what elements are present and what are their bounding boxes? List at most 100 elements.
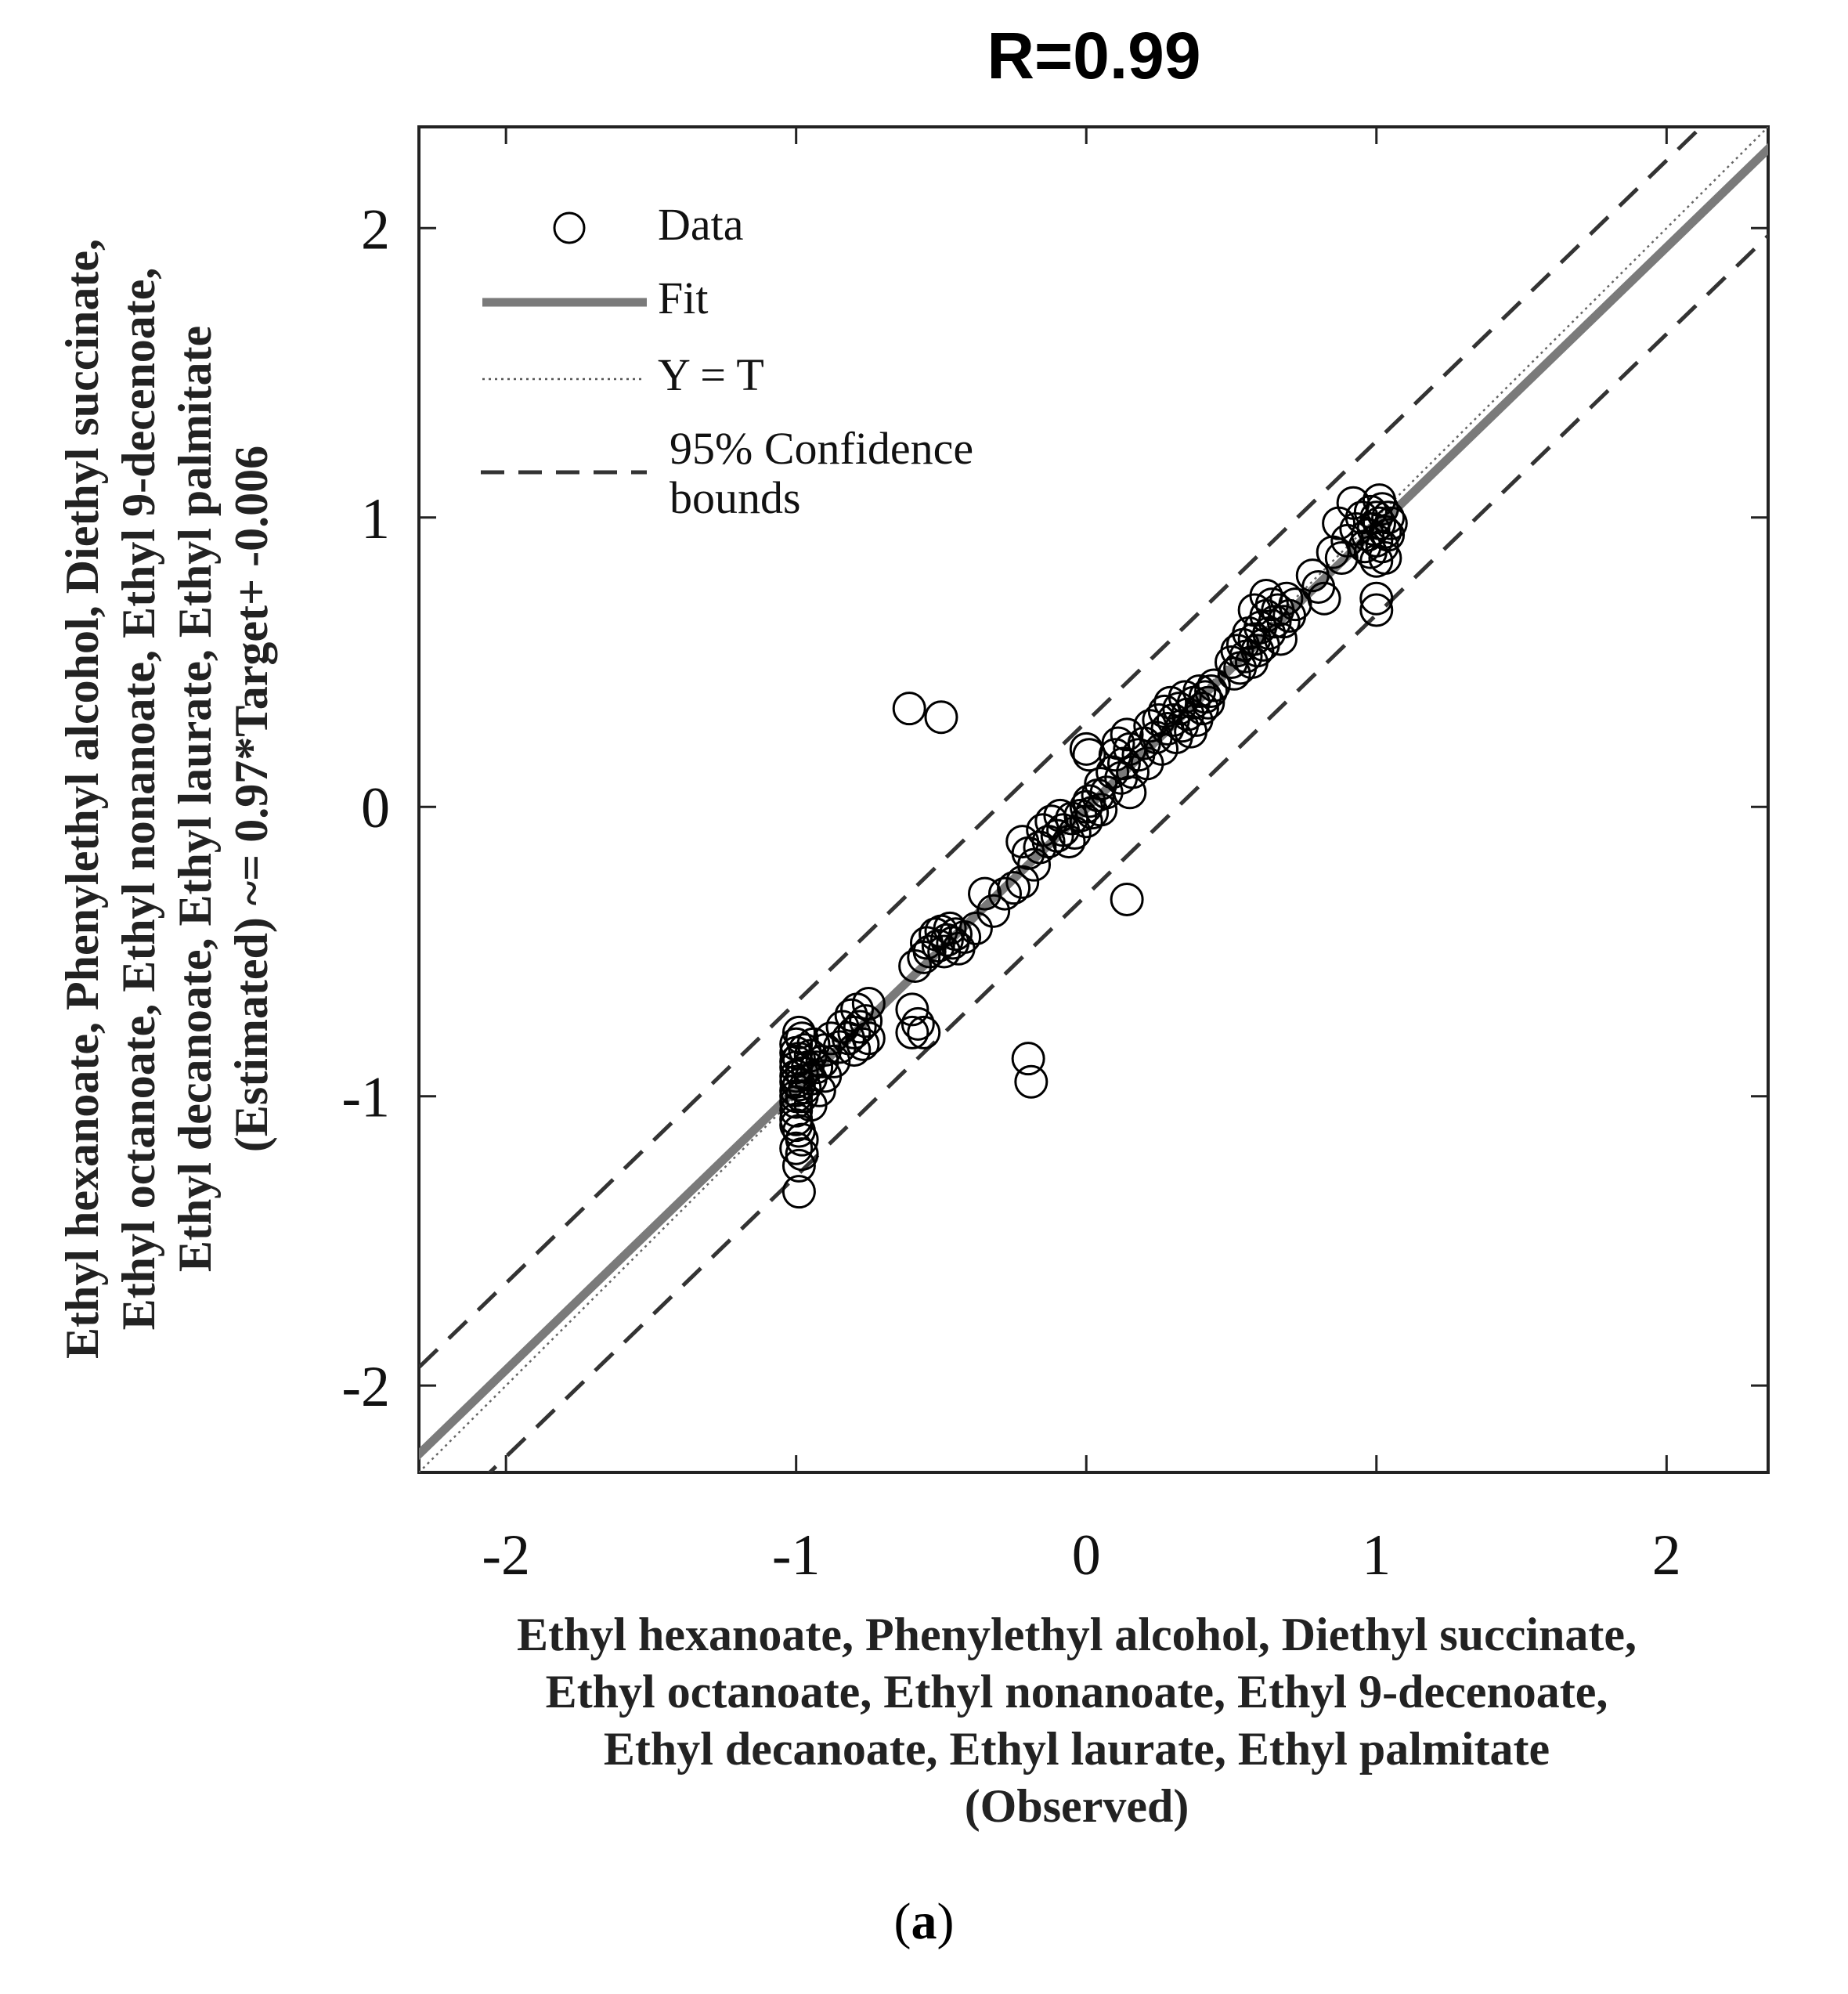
data-point — [929, 923, 964, 957]
data-point — [924, 700, 958, 735]
data-point — [849, 1004, 883, 1039]
data-point — [1266, 605, 1301, 639]
caption-close: ) — [937, 1893, 955, 1950]
x-axis-label-line-1: Ethyl hexanoate, Phenylethyl alcohol, Di… — [517, 1609, 1637, 1660]
data-point — [779, 1093, 814, 1128]
data-point — [1113, 775, 1147, 810]
data-point — [785, 1056, 819, 1090]
x-axis-label-line-2: Ethyl octanoate, Ethyl nonanoate, Ethyl … — [546, 1666, 1608, 1718]
x-tick-label: 1 — [1362, 1523, 1391, 1588]
x-tick-label: 2 — [1652, 1523, 1681, 1588]
legend-bounds-label: 95% Confidence — [670, 423, 973, 474]
data-point — [987, 876, 1022, 911]
data-point — [1014, 1064, 1049, 1099]
data-point — [1185, 692, 1219, 726]
data-point — [837, 1015, 872, 1049]
data-point — [997, 871, 1031, 905]
data-point — [785, 1137, 819, 1172]
data-point — [1240, 634, 1275, 668]
data-point — [1254, 587, 1289, 622]
data-point — [1188, 680, 1222, 714]
y-tick-label: 1 — [361, 487, 390, 551]
data-point — [921, 929, 955, 963]
legend: Data Fit Y = T 95% Confidence bounds — [481, 199, 973, 523]
data-point — [1359, 581, 1394, 616]
data-point — [1371, 518, 1406, 552]
legend-fit-label: Fit — [658, 273, 709, 323]
data-point — [1371, 500, 1406, 535]
data-point — [785, 1122, 819, 1157]
y-axis-label-line-2: Ethyl octanoate, Ethyl nonanoate, Ethyl … — [113, 268, 164, 1331]
data-point — [843, 1010, 877, 1044]
data-point — [779, 1131, 814, 1165]
data-point — [907, 1015, 941, 1049]
data-point — [892, 692, 926, 726]
x-tick-label: 0 — [1072, 1523, 1101, 1588]
x-axis-ticks: -2 -1 0 1 2 — [482, 127, 1681, 1588]
y-tick-label: -1 — [341, 1066, 390, 1130]
data-point — [791, 1050, 825, 1085]
data-point — [802, 1073, 836, 1107]
data-point — [851, 986, 886, 1020]
data-point — [1098, 738, 1132, 772]
figure-caption: (a) — [894, 1893, 955, 1950]
x-axis-label-line-4: (Observed) — [965, 1780, 1189, 1832]
data-point — [1110, 882, 1144, 916]
data-point — [976, 894, 1011, 928]
data-point — [1005, 865, 1040, 899]
data-point — [1095, 755, 1130, 789]
y-axis-label-line-4: (Estimated) ~= 0.97*Target+ -0.006 — [226, 446, 277, 1152]
data-point — [1110, 717, 1144, 752]
data-point — [901, 1006, 935, 1041]
data-point — [1322, 506, 1356, 540]
data-point — [1191, 685, 1225, 720]
x-tick-label: -1 — [772, 1523, 821, 1588]
data-point — [1072, 738, 1106, 772]
x-axis-label-line-3: Ethyl decanoate, Ethyl laurate, Ethyl pa… — [604, 1723, 1550, 1775]
y-axis-label-line-1: Ethyl hexanoate, Phenylethyl alcohol, Di… — [56, 239, 108, 1359]
data-point — [846, 1027, 880, 1061]
data-point — [1168, 680, 1202, 714]
data-point — [1362, 506, 1396, 540]
data-point — [912, 934, 947, 969]
data-point — [1182, 674, 1217, 708]
data-point — [1194, 674, 1229, 708]
data-point — [1153, 685, 1188, 720]
data-point — [947, 919, 982, 954]
y-tick-label: 2 — [361, 197, 390, 262]
data-point — [799, 1050, 834, 1085]
data-point — [1263, 622, 1298, 656]
data-point — [958, 911, 993, 945]
y-tick-label: -2 — [341, 1355, 390, 1419]
y-axis-label-line-3: Ethyl decanoate, Ethyl laurate, Ethyl pa… — [169, 326, 221, 1272]
y-axis-label: Ethyl hexanoate, Phenylethyl alcohol, Di… — [56, 239, 277, 1359]
data-point — [1368, 540, 1402, 575]
x-tick-label: -2 — [482, 1523, 530, 1588]
legend-yt-label: Y = T — [658, 349, 764, 400]
data-point — [1237, 593, 1272, 627]
legend-data-marker — [553, 211, 586, 244]
data-point — [895, 1015, 929, 1049]
data-point — [895, 992, 929, 1027]
data-point — [1373, 506, 1408, 540]
chart-title: R=0.99 — [987, 19, 1200, 92]
data-point — [1084, 793, 1118, 827]
caption-letter: a — [911, 1893, 937, 1950]
legend-data-label: Data — [658, 199, 744, 250]
data-point — [834, 998, 868, 1032]
data-point — [1359, 593, 1394, 627]
data-point — [1249, 579, 1283, 613]
x-axis-label: Ethyl hexanoate, Phenylethyl alcohol, Di… — [517, 1609, 1637, 1832]
caption-open: ( — [894, 1893, 911, 1950]
data-point — [1269, 581, 1304, 616]
data-point — [1258, 605, 1292, 639]
legend-bounds-label-2: bounds — [670, 472, 801, 523]
data-point — [781, 1148, 816, 1183]
y-tick-label: 0 — [361, 776, 390, 840]
data-point — [1072, 784, 1106, 818]
data-point — [1011, 1042, 1045, 1076]
data-points — [779, 483, 1408, 1209]
data-point — [1307, 581, 1341, 616]
upper-confidence-bound — [419, 127, 1705, 1371]
